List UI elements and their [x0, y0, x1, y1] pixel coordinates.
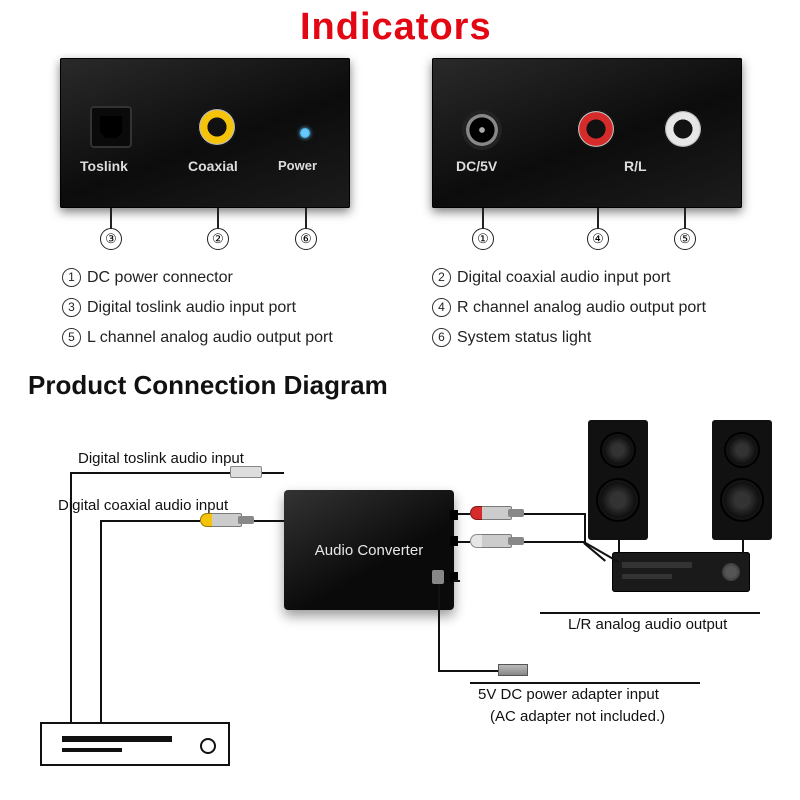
wire	[458, 541, 470, 543]
rca-plug-white-icon	[470, 534, 512, 548]
toslink-port	[90, 106, 132, 148]
dvd-knob	[200, 738, 216, 754]
label-power-in: 5V DC power adapter input	[478, 686, 659, 703]
legend-1: 1DC power connector	[62, 268, 233, 287]
speaker-cone	[596, 478, 640, 522]
usb-plug-icon	[498, 664, 528, 676]
source-device	[40, 722, 230, 766]
callout-6: ⑥	[295, 228, 317, 250]
legend-text: System status light	[457, 329, 591, 346]
label-toslink-in: Digital toslink audio input	[78, 450, 244, 467]
label-toslink: Toslink	[80, 158, 128, 174]
speaker-cone	[720, 478, 764, 522]
optical-plug-icon	[230, 466, 262, 478]
wire	[70, 472, 72, 722]
label-power-note: (AC adapter not included.)	[490, 708, 665, 725]
wire	[100, 520, 102, 722]
callout-line	[482, 208, 484, 230]
legend-5: 5L channel analog audio output port	[62, 328, 333, 347]
amp-display	[622, 562, 692, 568]
label-dc5v: DC/5V	[456, 158, 497, 174]
wire	[70, 472, 230, 474]
amplifier	[612, 552, 750, 592]
wire	[618, 540, 620, 554]
legend-6: 6System status light	[432, 328, 591, 347]
label-power: Power	[278, 158, 317, 173]
legend-2: 2Digital coaxial audio input port	[432, 268, 670, 287]
dc-jack	[466, 114, 498, 146]
dvd-slot	[62, 748, 122, 752]
callout-line	[597, 208, 599, 230]
legend-text: L channel analog audio output port	[87, 329, 333, 346]
audio-converter: Audio Converter	[284, 490, 454, 610]
device-left: Toslink Coaxial Power	[60, 58, 350, 208]
wire	[524, 541, 584, 543]
wire	[458, 513, 470, 515]
speaker-left	[588, 420, 648, 540]
wire	[742, 540, 744, 554]
legend-text: Digital toslink audio input port	[87, 299, 296, 316]
underline	[540, 612, 760, 614]
amp-knob	[722, 563, 740, 581]
dc-plug-icon	[432, 570, 444, 584]
callout-4: ④	[587, 228, 609, 250]
wire	[262, 472, 284, 474]
legend-text: DC power connector	[87, 269, 233, 286]
rca-red-port	[577, 110, 615, 148]
callout-line	[684, 208, 686, 230]
speaker-cone	[724, 432, 760, 468]
callout-2: ②	[207, 228, 229, 250]
wire	[438, 670, 498, 672]
device-right: DC/5V R/L	[432, 58, 742, 208]
legend-text: R channel analog audio output port	[457, 299, 706, 316]
callout-line	[305, 208, 307, 230]
dvd-slot	[62, 736, 172, 742]
jack	[450, 536, 458, 546]
label-coax-in: Digital coaxial audio input	[58, 497, 228, 514]
power-led	[300, 128, 310, 138]
underline	[470, 682, 700, 684]
callout-5: ⑤	[674, 228, 696, 250]
section-title: Product Connection Diagram	[28, 370, 388, 401]
rca-white-port	[664, 110, 702, 148]
wire	[524, 513, 584, 515]
wire	[438, 580, 440, 670]
wire	[454, 580, 460, 582]
label-rl: R/L	[624, 158, 647, 174]
label-coaxial: Coaxial	[188, 158, 238, 174]
jack	[450, 510, 458, 520]
callout-line	[110, 208, 112, 230]
legend-text: Digital coaxial audio input port	[457, 269, 670, 286]
callout-1: ①	[472, 228, 494, 250]
rca-plug-red-icon	[470, 506, 512, 520]
speaker-cone	[600, 432, 636, 468]
page-title: Indicators	[300, 6, 492, 49]
wire	[584, 513, 586, 543]
coaxial-port	[198, 108, 236, 146]
wire	[100, 520, 200, 522]
label-lr-out: L/R analog audio output	[568, 616, 727, 633]
wire	[254, 520, 284, 522]
callout-3: ③	[100, 228, 122, 250]
callout-line	[217, 208, 219, 230]
converter-label: Audio Converter	[315, 542, 423, 559]
legend-3: 3Digital toslink audio input port	[62, 298, 296, 317]
amp-display	[622, 574, 672, 579]
legend-4: 4R channel analog audio output port	[432, 298, 706, 317]
speaker-right	[712, 420, 772, 540]
rca-plug-yellow-icon	[200, 513, 242, 527]
